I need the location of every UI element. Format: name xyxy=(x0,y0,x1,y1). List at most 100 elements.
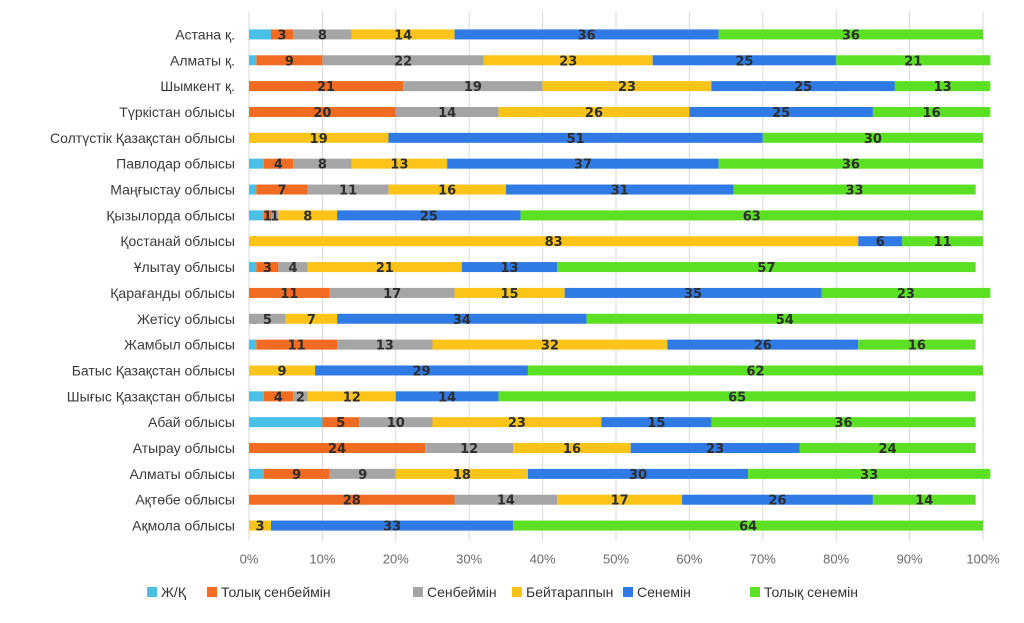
bar-segment xyxy=(748,468,991,479)
bar-segment xyxy=(249,443,426,454)
legend-swatch xyxy=(413,587,423,597)
bar-segment xyxy=(249,468,264,479)
bar-segment xyxy=(322,55,484,66)
category-label: Солтүстік Қазақстан облысы xyxy=(50,130,235,146)
x-tick-label: 10% xyxy=(309,552,335,567)
category-label: Батыс Қазақстан облысы xyxy=(72,362,235,378)
x-tick-label: 40% xyxy=(530,552,556,567)
data-label: 4 xyxy=(289,261,298,276)
data-label: 30 xyxy=(864,132,882,147)
data-label: 15 xyxy=(647,416,665,431)
data-label: 21 xyxy=(904,54,922,69)
data-label: 11 xyxy=(288,339,306,354)
bar-segment xyxy=(667,339,859,350)
bar-segment xyxy=(322,417,360,428)
data-label: 28 xyxy=(343,494,361,509)
bar-segment xyxy=(249,184,257,195)
category-label: Ақтөбе облысы xyxy=(135,492,235,508)
data-label: 14 xyxy=(394,28,412,43)
bar-segment xyxy=(395,391,499,402)
data-label: 16 xyxy=(908,339,926,354)
category-label: Шығыс Қазақстан облысы xyxy=(67,388,235,404)
data-label: 33 xyxy=(860,468,878,483)
bar-segment xyxy=(307,184,389,195)
legend-label: Толық сенбеймін xyxy=(221,584,331,600)
bar-segment xyxy=(249,81,404,92)
bar-segment xyxy=(872,494,976,505)
legend-swatch xyxy=(207,587,217,597)
data-label: 6 xyxy=(876,235,885,250)
bar-segment xyxy=(461,262,558,273)
data-label: 14 xyxy=(438,390,456,405)
data-label: 8 xyxy=(318,158,327,173)
bar-segment xyxy=(821,287,991,298)
bar-segment xyxy=(689,106,873,117)
data-label: 83 xyxy=(545,235,563,250)
bar-segment xyxy=(249,391,264,402)
category-label: Павлодар облысы xyxy=(116,156,235,172)
bar-segment xyxy=(630,443,800,454)
data-label: 11 xyxy=(934,235,952,250)
data-label: 16 xyxy=(438,184,456,199)
data-label: 37 xyxy=(574,158,592,173)
data-label: 23 xyxy=(897,287,915,302)
data-label: 13 xyxy=(501,261,519,276)
bar-segment xyxy=(249,106,396,117)
bar-segment xyxy=(271,29,294,40)
data-label: 26 xyxy=(585,106,603,121)
bar-segment xyxy=(858,236,903,247)
data-label: 7 xyxy=(278,184,287,199)
bar-segment xyxy=(337,339,433,350)
data-label: 31 xyxy=(611,184,629,199)
bar-segment xyxy=(513,520,983,531)
bar-segment xyxy=(315,365,528,376)
data-label: 14 xyxy=(497,494,515,509)
bar-segment xyxy=(557,494,683,505)
data-label: 3 xyxy=(263,261,272,276)
bar-segment xyxy=(278,210,338,221)
bar-segment xyxy=(432,417,602,428)
bar-segment xyxy=(388,184,506,195)
bar-segment xyxy=(454,287,565,298)
bar-segment xyxy=(249,520,272,531)
data-label: 54 xyxy=(776,313,794,328)
data-label: 14 xyxy=(915,494,933,509)
bar-segment xyxy=(293,29,352,40)
bar-segment xyxy=(278,262,308,273)
data-label: 19 xyxy=(464,80,482,95)
category-label: Абай облысы xyxy=(148,414,235,430)
data-label: 26 xyxy=(754,339,772,354)
data-label: 23 xyxy=(706,442,724,457)
bar-segment xyxy=(249,262,257,273)
legend-label: Сенбеймін xyxy=(427,584,497,600)
bar-segment xyxy=(293,391,308,402)
data-label: 65 xyxy=(728,390,746,405)
data-label: 57 xyxy=(757,261,775,276)
bar-segment xyxy=(682,494,873,505)
bar-segment xyxy=(454,494,558,505)
data-label: 36 xyxy=(842,158,860,173)
data-label: 23 xyxy=(508,416,526,431)
data-label: 36 xyxy=(834,416,852,431)
bar-segment xyxy=(718,158,983,169)
category-label: Маңғыстау облысы xyxy=(110,182,235,198)
data-label: 13 xyxy=(376,339,394,354)
bar-segment xyxy=(249,313,286,324)
bar-segment xyxy=(249,158,264,169)
category-label: Қостанай облысы xyxy=(120,233,235,249)
x-tick-label: 100% xyxy=(966,552,1000,567)
bar-segment xyxy=(263,158,294,169)
bar-segment xyxy=(601,417,712,428)
bar-segment xyxy=(249,236,859,247)
bar-segment xyxy=(388,132,763,143)
data-label: 16 xyxy=(923,106,941,121)
category-label: Ұлытау облысы xyxy=(134,259,235,275)
bar-segment xyxy=(359,417,433,428)
data-label: 33 xyxy=(846,184,864,199)
data-label: 7 xyxy=(307,313,316,328)
data-label: 5 xyxy=(336,416,345,431)
bar-segment xyxy=(836,55,991,66)
bar-segment xyxy=(505,184,734,195)
bar-segment xyxy=(652,55,837,66)
